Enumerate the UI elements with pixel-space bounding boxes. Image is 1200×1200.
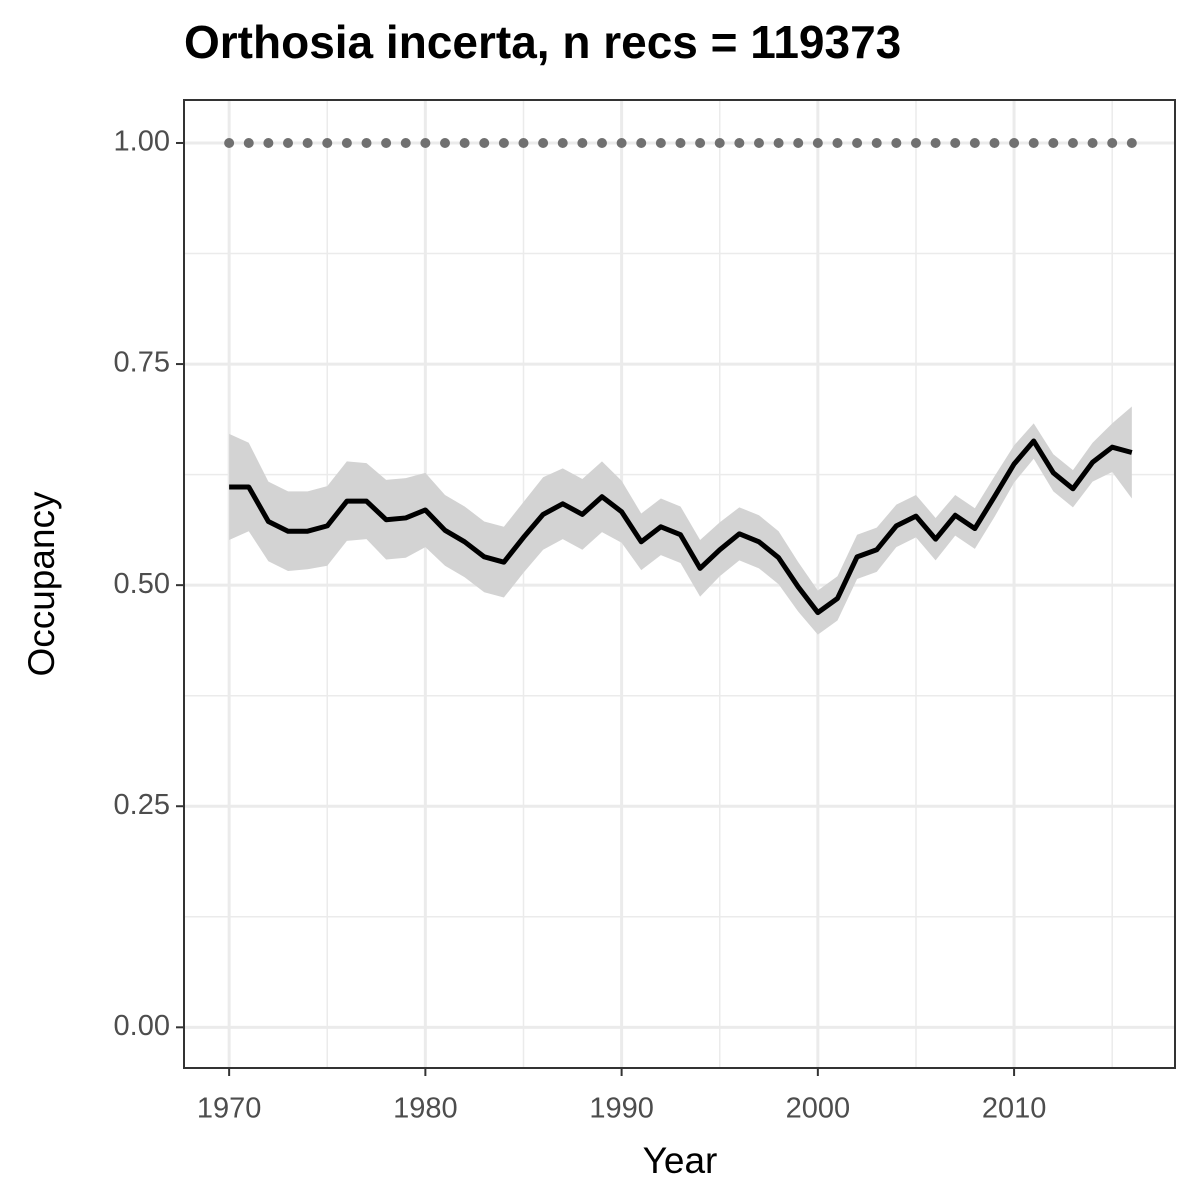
- point: [852, 137, 863, 148]
- y-tick-label: 0.25: [114, 789, 170, 821]
- x-tick-label: 1970: [197, 1093, 262, 1125]
- point: [302, 137, 313, 148]
- point: [439, 137, 450, 148]
- point: [538, 137, 549, 148]
- confidence-band: [229, 406, 1132, 635]
- point: [636, 137, 647, 148]
- panel-border: [183, 99, 1176, 1069]
- point: [1048, 137, 1059, 148]
- y-axis-title: Occupancy: [21, 491, 62, 677]
- point: [459, 137, 470, 148]
- point: [557, 137, 568, 148]
- point: [1028, 137, 1039, 148]
- point: [224, 137, 235, 148]
- point: [243, 137, 254, 148]
- point: [675, 137, 686, 148]
- x-tick-label: 2010: [982, 1093, 1047, 1125]
- y-tick-label: 0.50: [114, 568, 170, 600]
- y-tick-label: 0.00: [114, 1010, 170, 1042]
- point: [341, 137, 352, 148]
- point: [910, 137, 921, 148]
- point: [596, 137, 607, 148]
- point: [753, 137, 764, 148]
- point: [361, 137, 372, 148]
- y-tick-label: 0.75: [114, 347, 170, 379]
- point: [283, 137, 294, 148]
- x-axis-title: Year: [643, 1140, 718, 1181]
- point: [812, 137, 823, 148]
- point: [832, 137, 843, 148]
- point: [381, 137, 392, 148]
- mean-line: [229, 438, 1133, 616]
- point: [969, 137, 980, 148]
- point: [793, 137, 804, 148]
- point: [616, 137, 627, 148]
- point: [891, 137, 902, 148]
- point: [773, 137, 784, 148]
- point: [322, 137, 333, 148]
- point: [930, 137, 941, 148]
- point: [1009, 137, 1020, 148]
- point: [1087, 137, 1098, 148]
- point: [577, 137, 588, 148]
- point: [950, 137, 961, 148]
- point: [518, 137, 529, 148]
- chart-title: Orthosia incerta, n recs = 119373: [184, 16, 901, 68]
- point: [714, 137, 725, 148]
- point: [479, 137, 490, 148]
- x-tick-label: 1990: [589, 1093, 654, 1125]
- x-tick-label: 1980: [393, 1093, 458, 1125]
- x-tick-label: 2000: [786, 1093, 851, 1125]
- point: [498, 137, 509, 148]
- point: [1126, 137, 1137, 148]
- point: [1067, 137, 1078, 148]
- point: [420, 137, 431, 148]
- point: [734, 137, 745, 148]
- point: [400, 137, 411, 148]
- point: [989, 137, 1000, 148]
- point: [871, 137, 882, 148]
- point: [655, 137, 666, 148]
- point: [695, 137, 706, 148]
- y-tick-label: 1.00: [114, 126, 170, 158]
- point: [1107, 137, 1118, 148]
- point: [263, 137, 274, 148]
